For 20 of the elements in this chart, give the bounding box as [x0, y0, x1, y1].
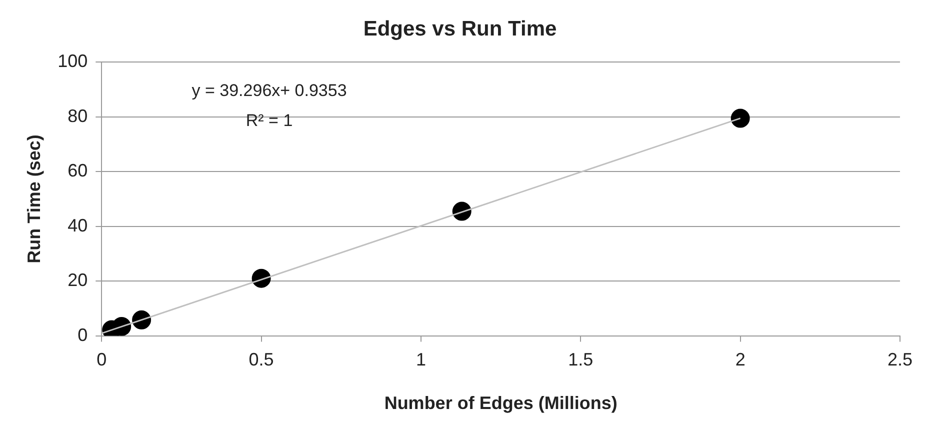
y-tick-label: 100	[58, 51, 88, 72]
x-tick-label: 1	[416, 350, 426, 370]
x-tick-label: 0	[96, 350, 107, 370]
y-tick-label: 60	[68, 160, 88, 181]
y-tick-label: 80	[68, 106, 88, 126]
point	[252, 268, 271, 288]
annotation: R² = 1	[246, 110, 293, 130]
y-tick-label: 40	[68, 215, 88, 236]
annotation: y = 39.296x+ 0.9353	[192, 80, 347, 100]
y-axis-title: Run Time (sec)	[24, 134, 44, 264]
point	[452, 202, 472, 221]
x-axis-title: Number of Edges (Millions)	[384, 393, 618, 414]
x-tick-label: 2.5	[887, 350, 913, 370]
y-tick-label: 20	[68, 270, 88, 290]
y-tick-label: 0	[78, 324, 88, 345]
x-tick-label: 2	[735, 350, 746, 370]
chart-title: Edges vs Run Time	[363, 17, 557, 40]
point	[730, 108, 750, 128]
x-tick-label: 1.5	[568, 350, 594, 370]
x-tick-label: 0.5	[248, 350, 274, 370]
